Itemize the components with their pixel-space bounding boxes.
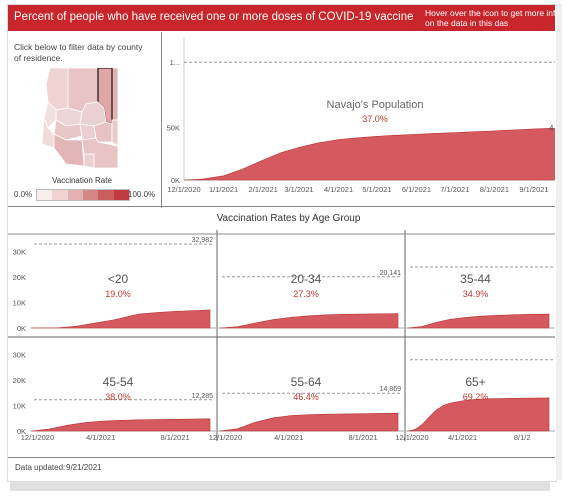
x-tick-label: 4/1/2021	[86, 433, 115, 442]
legend-swatch-4	[98, 190, 114, 200]
reference-label: 20,141	[380, 270, 402, 277]
legend-max-label: 100.0%	[128, 190, 156, 199]
county-greenlee[interactable]	[111, 119, 119, 147]
data-updated-label: Data updated:	[15, 463, 66, 472]
data-updated-value: 9/21/2021	[66, 463, 102, 472]
y-tick-label: 20K	[13, 273, 26, 282]
y-tick-label: 10K	[13, 402, 26, 411]
dashboard-title: Percent of people who have received one …	[14, 11, 414, 23]
age-group-percent: 34.9%	[463, 289, 489, 299]
x-tick-label: 3/1/2021	[284, 185, 313, 194]
navajo-population-chart[interactable]: 0K 50K 1... 12/1/2020 1/1/2021 2/1/2021 3/1/20…	[162, 32, 555, 206]
legend-title: Vaccination Rate	[52, 176, 112, 185]
color-legend	[36, 189, 130, 201]
x-tick-label: 4/1/2021	[448, 433, 477, 442]
x-tick-label: 1/1/2021	[209, 185, 238, 194]
info-hint[interactable]: Hover over the icon to get more infor on…	[425, 8, 555, 28]
legend-min-label: 0.0%	[14, 190, 33, 199]
age-group-charts[interactable]: 0K 10K 20K 30K 32,982 <20 19.0% 20,141 20-34 27.3…	[8, 230, 555, 456]
age-group-chart-0[interactable]: 0K 10K 20K 30K 32,982 <20 19.0%	[13, 237, 216, 333]
area-series[interactable]	[219, 313, 399, 329]
legend-swatch-0	[37, 190, 53, 200]
x-tick-label: 8/1/2021	[480, 185, 509, 194]
x-tick-label: 12/1/2020	[209, 433, 242, 442]
area-series[interactable]	[407, 397, 550, 432]
x-tick-label: 12/1/2020	[167, 185, 200, 194]
age-group-percent: 19.0%	[105, 289, 131, 299]
panel-divider	[161, 32, 162, 208]
arizona-county-map[interactable]	[42, 68, 122, 170]
footer-divider	[8, 457, 555, 458]
age-group-section-title: Vaccination Rates by Age Group	[216, 213, 361, 224]
county-cochise[interactable]	[81, 137, 119, 169]
y-tick-label: 10K	[13, 299, 26, 308]
x-tick-label: 7/1/2021	[440, 185, 469, 194]
chart-title: Navajo's Population	[327, 99, 424, 111]
legend-swatch-2	[67, 190, 83, 200]
x-tick-label: 5/1/2021	[362, 185, 391, 194]
x-tick-label: 12/1/2020	[21, 433, 54, 442]
age-group-title: 65+	[465, 375, 485, 389]
end-value-label: 4	[549, 124, 554, 133]
x-tick-label: 9/1/2021	[519, 185, 548, 194]
area-series[interactable]	[31, 309, 211, 329]
age-group-chart-3[interactable]: 0K 10K 20K 30K 12,285 45-54 38.0% 12/1/2020 4/1/…	[13, 351, 216, 442]
county-santa-cruz[interactable]	[83, 153, 95, 169]
x-tick-label: 8/1/2	[514, 433, 531, 442]
area-series[interactable]	[219, 412, 399, 432]
legend-swatch-1	[52, 190, 68, 200]
y-tick-label: 30K	[13, 351, 26, 360]
county-map-panel: Click below to filter data by county of …	[8, 32, 161, 206]
y-tick-label: 20K	[13, 376, 26, 385]
reference-label: 14,869	[380, 386, 402, 393]
x-tick-label: 2/1/2021	[249, 185, 278, 194]
legend-swatch-3	[82, 190, 99, 200]
reference-label: 12,285	[192, 393, 214, 400]
x-tick-label: 4/1/2021	[274, 433, 303, 442]
x-tick-label: 8/1/2021	[160, 433, 189, 442]
population-area-series[interactable]	[183, 127, 555, 181]
reference-label: 32,982	[192, 237, 214, 244]
county-pinal[interactable]	[79, 123, 97, 141]
age-group-title: 55-64	[291, 375, 322, 389]
vertical-scrollbar[interactable]	[556, 4, 562, 480]
y-tick-label: 1...	[170, 58, 180, 67]
age-group-title: 45-54	[103, 375, 134, 389]
y-tick-label: 0K	[17, 324, 26, 333]
county-la-paz[interactable]	[43, 101, 57, 129]
area-series[interactable]	[31, 418, 211, 432]
section-divider	[8, 206, 555, 207]
dashboard-header: Percent of people who have received one …	[8, 5, 555, 31]
info-hint-line-1: Hover over the icon to get more infor	[425, 8, 555, 18]
y-tick-label: 50K	[167, 123, 180, 132]
y-tick-label: 30K	[13, 248, 26, 257]
x-tick-label: 8/1/2021	[348, 433, 377, 442]
age-group-chart-2[interactable]: 35-44 34.9%	[406, 266, 555, 329]
horizontal-scrollbar[interactable]	[10, 481, 550, 491]
percent-label: 37.0%	[362, 114, 388, 124]
county-apache[interactable]	[111, 68, 119, 121]
age-group-chart-5[interactable]: 65+ 69.2% 12/1/2020 4/1/2021 8/1/2	[395, 359, 555, 442]
age-group-title: <20	[108, 272, 129, 286]
age-group-chart-1[interactable]: 20,141 20-34 27.3%	[218, 270, 404, 329]
y-tick-label: 0K	[171, 176, 180, 185]
age-group-percent: 46.4%	[293, 392, 319, 402]
age-group-percent: 38.0%	[105, 392, 131, 402]
age-group-percent: 69.2%	[463, 392, 489, 402]
age-group-percent: 27.3%	[293, 289, 319, 299]
age-group-chart-4[interactable]: 14,869 55-64 46.4% 12/1/2020 4/1/2021 8/1/202…	[209, 375, 404, 442]
filter-instructions: Click below to filter data by county of …	[14, 42, 143, 63]
x-tick-label: 4/1/2021	[324, 185, 353, 194]
x-tick-label: 6/1/2021	[402, 185, 431, 194]
area-series[interactable]	[407, 313, 550, 329]
info-hint-line-2: on the data in this das	[425, 18, 509, 28]
x-tick-label: 12/1/2020	[395, 433, 428, 442]
y-tick-label: 0K	[17, 427, 26, 436]
legend-swatch-5	[113, 190, 129, 200]
age-group-title: 20-34	[291, 272, 322, 286]
age-group-title: 35-44	[460, 272, 491, 286]
